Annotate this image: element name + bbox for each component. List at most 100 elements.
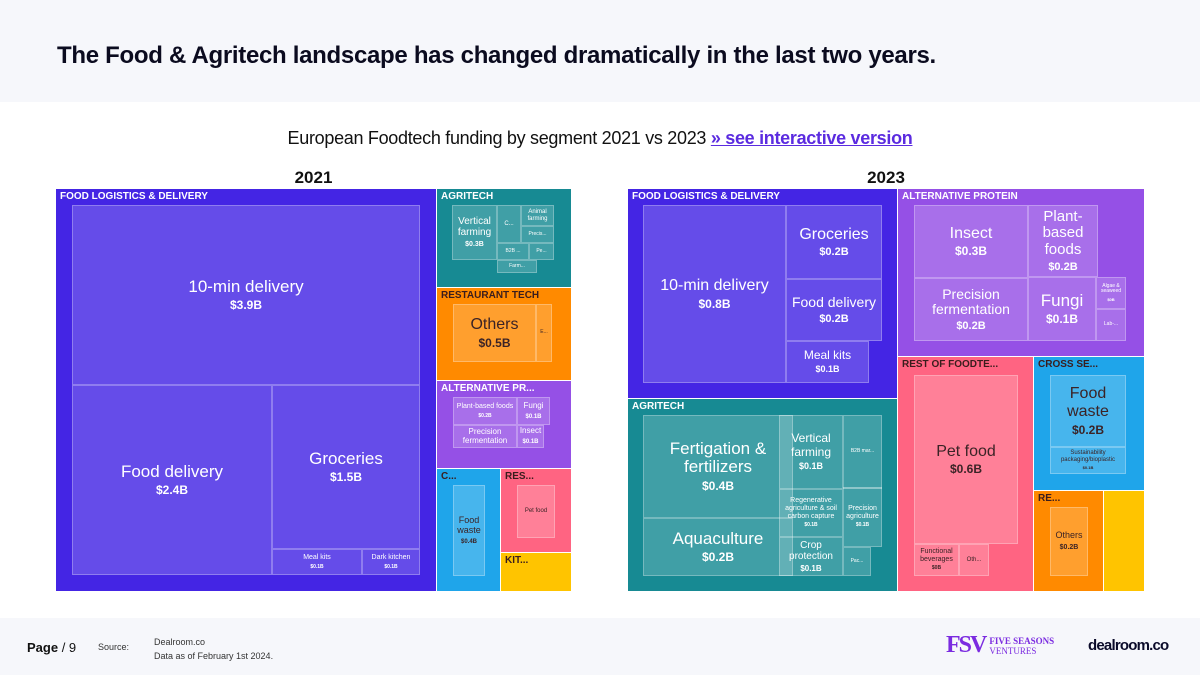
tile-regenerative-agriculture-soil-carbon-capture[interactable]: Regenerative agriculture & soil carbon c…	[779, 489, 843, 537]
tile-food-delivery[interactable]: Food delivery $0.2B	[786, 279, 882, 341]
tile-label: Dark kitchen	[371, 553, 411, 561]
tile-value: $0.8B	[698, 296, 731, 311]
segment-title: AGRITECH	[632, 401, 685, 412]
year-label-2021: 2021	[294, 168, 333, 187]
tile-label: Fungi	[1040, 290, 1084, 310]
tile-plant-based-foods[interactable]: Plant-based foods $0.2B	[1028, 205, 1098, 277]
tile-pet-food[interactable]: Pet food $0.6B	[914, 375, 1018, 544]
tile-dark-kitchen[interactable]: Dark kitchen $0.1B	[362, 549, 420, 575]
segment-rest-of-foodte[interactable]: REST OF FOODTE... Pet food $0.6B Functional…	[898, 357, 1033, 591]
tile-animal-farming[interactable]: Animal farming	[521, 205, 554, 226]
tile-label: Lab-...	[1103, 321, 1119, 328]
tile-b2b-mar[interactable]: B2B mar...	[843, 415, 882, 489]
tile-value: $0.2B	[819, 313, 849, 326]
chart-subtitle: European Foodtech funding by segment 202…	[0, 128, 1200, 149]
tile-b2b[interactable]: B2B ...	[497, 243, 529, 260]
tile-label: 10-min delivery	[660, 277, 769, 295]
tile-food-delivery[interactable]: Food delivery $2.4B	[72, 385, 272, 575]
tile-10-min-delivery[interactable]: 10-min delivery $0.8B	[643, 205, 786, 383]
segment-food-logistics-delivery[interactable]: FOOD LOGISTICS & DELIVERY 10-min delivery…	[56, 189, 436, 591]
tile-label: Meal kits	[803, 347, 852, 362]
source-label: Source:	[98, 642, 130, 652]
tile-label: Meal kits	[303, 553, 331, 561]
segment-title: RESTAURANT TECH	[441, 290, 540, 301]
tile-value: $0.1B	[800, 563, 822, 573]
tile-precision-fermentation[interactable]: Precision fermentation $0.2B	[914, 278, 1028, 341]
segment-c[interactable]: C... Food waste $0.4B	[437, 469, 500, 591]
tile-sustainability-packaging-bioplastic[interactable]: Sustainability packaging/bioplastic $0.1B	[1050, 447, 1126, 474]
tile-pe[interactable]: Pe...	[529, 243, 554, 260]
tile-value: $0.1B	[1082, 465, 1094, 471]
tile-label: Groceries	[309, 448, 383, 468]
tile-pac[interactable]: Pac...	[843, 547, 871, 576]
segment-kitchen[interactable]	[1104, 491, 1144, 591]
tile-label: Algae & seaweed	[1100, 282, 1121, 295]
tile-label: Fungi	[523, 400, 544, 410]
tile-label: Regenerative agriculture & soil carbon c…	[785, 497, 837, 520]
tile-fungi[interactable]: Fungi $0.1B	[517, 397, 550, 425]
tile-others[interactable]: Others $0.2B	[1050, 507, 1088, 576]
source-line-1: Dealroom.co	[154, 637, 206, 647]
tile-plant-based-foods[interactable]: Plant-based foods $0.2B	[453, 397, 517, 425]
tile-label: Functional beverages	[920, 548, 953, 563]
tile-label: Food delivery	[120, 461, 224, 481]
tile-oth[interactable]: Oth...	[959, 544, 989, 576]
segment-alternative-protein[interactable]: ALTERNATIVE PROTEIN Insect $0.3B Plant-base…	[898, 189, 1144, 356]
segment-title: RE...	[1038, 493, 1061, 504]
tile-food-waste[interactable]: Food waste $0.4B	[453, 485, 485, 576]
tile-algae-seaweed[interactable]: Algae & seaweed $0B	[1096, 277, 1126, 309]
page-number: / 9	[61, 640, 77, 655]
tile-value: $0B	[931, 565, 942, 572]
tile-crop-protection[interactable]: Crop protection $0.1B	[779, 537, 843, 576]
segment-title: KIT...	[505, 555, 529, 566]
tile-others[interactable]: Others $0.5B	[453, 304, 536, 362]
fsv-name: FIVE SEASONS	[989, 635, 1055, 646]
tile-meal-kits[interactable]: Meal kits $0.1B	[786, 341, 869, 383]
tile-value: $0.5B	[478, 335, 511, 350]
tile-value: $0.1B	[1045, 312, 1079, 327]
tile-vertical-farming[interactable]: Vertical farming $0.3B	[452, 205, 497, 260]
tile-fertigation-fertilizers[interactable]: Fertigation & fertilizers $0.4B	[643, 415, 793, 518]
tile-insect[interactable]: Insect $0.1B	[517, 425, 544, 448]
segment-cross-se[interactable]: CROSS SE... Food waste $0.2B Sustainability…	[1034, 357, 1144, 490]
tile-vertical-farming[interactable]: Vertical farming $0.1B	[779, 415, 843, 489]
tile-10-min-delivery[interactable]: 10-min delivery $3.9B	[72, 205, 420, 385]
tile-fungi[interactable]: Fungi $0.1B	[1028, 277, 1096, 341]
tile-label: B2B ...	[505, 247, 521, 254]
tile-label: Farm...	[509, 262, 525, 269]
tile-functional-beverages[interactable]: Functional beverages $0B	[914, 544, 959, 576]
segment-kit[interactable]: KIT...	[501, 553, 571, 591]
tile-precision-agriculture[interactable]: Precision agriculture $0.1B	[843, 487, 882, 547]
tile-precision-fermentation[interactable]: Precision fermentation	[453, 425, 517, 448]
segment-agritech[interactable]: AGRITECH Vertical farming $0.3B C... Animal …	[437, 189, 571, 287]
tile-label: Precision fermentation	[462, 426, 508, 445]
tile-precis[interactable]: Precis...	[521, 226, 554, 243]
tile-farm[interactable]: Farm...	[497, 260, 537, 273]
tile-value: $0.1B	[798, 460, 824, 471]
tile-c[interactable]: C...	[497, 205, 521, 243]
segment-res[interactable]: RES... Pet food	[501, 469, 571, 552]
tile-insect[interactable]: Insect $0.3B	[914, 205, 1028, 278]
segment-agritech[interactable]: AGRITECH Fertigation & fertilizers $0.4B Aq…	[628, 399, 897, 591]
tile-value: $3.9B	[229, 298, 263, 313]
segment-restaurant-tech[interactable]: RESTAURANT TECH Others $0.5B E...	[437, 288, 571, 380]
tile-meal-kits[interactable]: Meal kits $0.1B	[272, 549, 362, 575]
segment-re[interactable]: RE... Others $0.2B	[1034, 491, 1103, 591]
page-title: The Food & Agritech landscape has change…	[57, 42, 936, 69]
tile-value: $0.2B	[1048, 261, 1078, 274]
segment-alternative-pr[interactable]: ALTERNATIVE PR... Plant-based foods $0.2B F…	[437, 381, 571, 468]
segment-title: FOOD LOGISTICS & DELIVERY	[632, 191, 780, 202]
interactive-version-link[interactable]: » see interactive version	[710, 128, 913, 148]
tile-food-waste[interactable]: Food waste $0.2B	[1050, 375, 1126, 447]
tile-lab[interactable]: Lab-...	[1096, 309, 1126, 341]
tile-value: $0.2B	[819, 246, 849, 259]
header-band: The Food & Agritech landscape has change…	[0, 0, 1200, 102]
tile-e[interactable]: E...	[536, 304, 552, 362]
tile-pet-food[interactable]: Pet food	[517, 485, 555, 538]
tile-aquaculture[interactable]: Aquaculture $0.2B	[643, 518, 793, 576]
tile-groceries[interactable]: Groceries $0.2B	[786, 205, 882, 279]
segment-food-logistics-delivery[interactable]: FOOD LOGISTICS & DELIVERY 10-min delivery…	[628, 189, 897, 398]
subtitle-text: European Foodtech funding by segment 202…	[287, 128, 711, 148]
tile-value: $0.3B	[954, 244, 988, 259]
tile-groceries[interactable]: Groceries $1.5B	[272, 385, 420, 549]
